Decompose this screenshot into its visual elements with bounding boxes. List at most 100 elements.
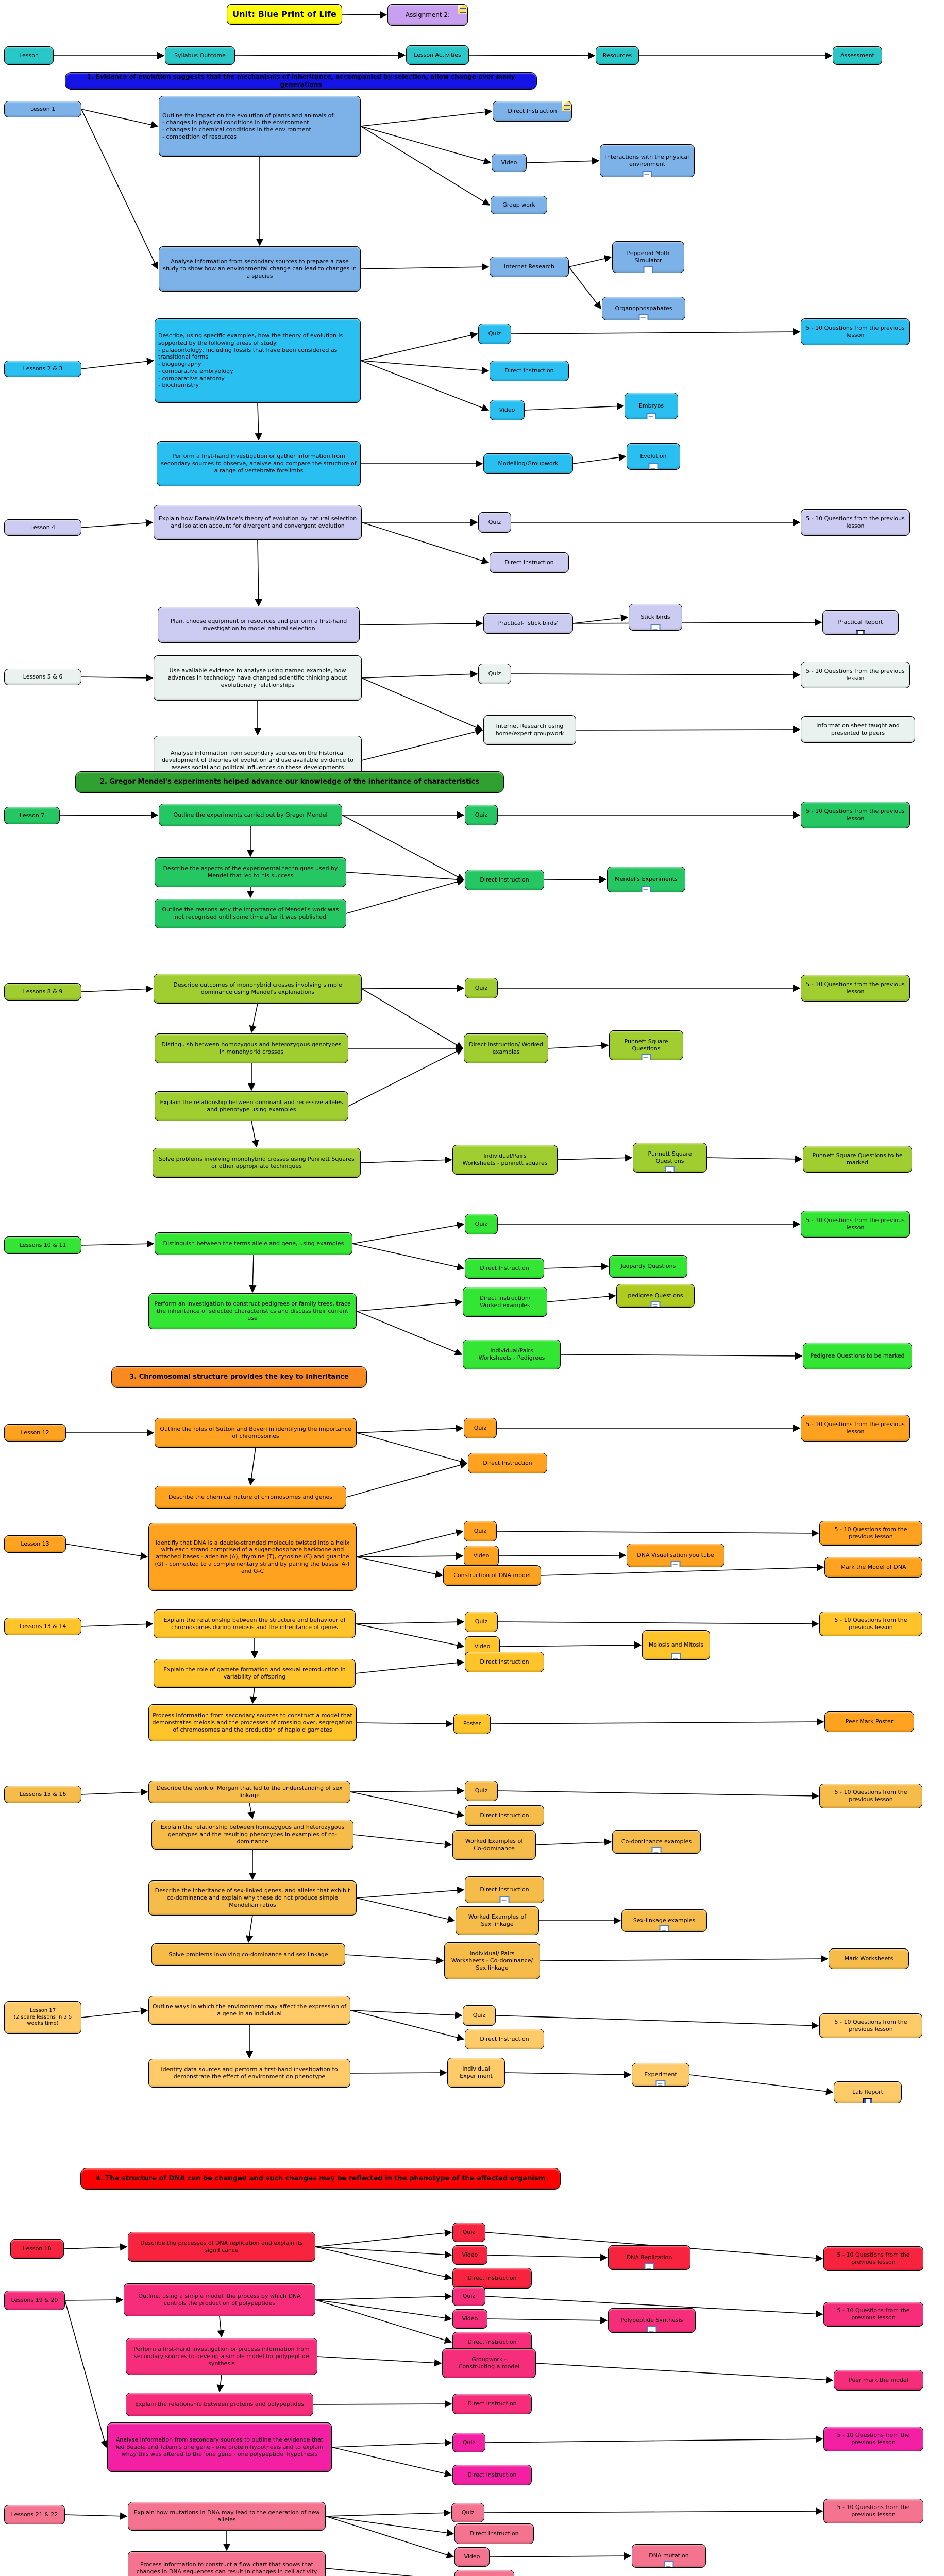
l18-dna-replication[interactable]: Describe the processes of DNA replicatio… — [128, 2232, 315, 2262]
l1-group-work[interactable]: Group work — [491, 196, 547, 214]
l15-sex-linkage-examples[interactable]: Sex-linkage examples — [621, 1909, 707, 1932]
l17-experiment[interactable]: Experiment — [632, 2063, 689, 2087]
l14-meiosis-mitosis[interactable]: Meiosis and Mitosis — [642, 1630, 710, 1660]
top-assessment[interactable]: Assessment — [833, 46, 882, 65]
assignment-2[interactable]: Assignment 2: — [387, 4, 468, 26]
l21-group-work[interactable]: Group Work — [454, 2570, 514, 2576]
l89-worksheets[interactable]: Individual/Pairs Worksheets - punnett sq… — [452, 1145, 558, 1175]
l89-quiz[interactable]: Quiz — [465, 978, 498, 998]
l19-polypeptides-model[interactable]: Outline, using a simple model, the proce… — [124, 2283, 315, 2316]
lessons-13-14[interactable]: Lessons 13 & 14 — [4, 1618, 81, 1635]
l7-quiz[interactable]: Quiz — [465, 805, 498, 825]
beadle-direct-instruction[interactable]: Direct Instruction — [452, 2465, 532, 2485]
l4-stick-birds[interactable]: Stick birds — [629, 604, 682, 631]
beadle-quiz[interactable]: Quiz — [452, 2433, 485, 2452]
lessons-10-11[interactable]: Lessons 10 & 11 — [4, 1236, 81, 1254]
l23-embryos[interactable]: Embryos — [625, 393, 678, 419]
l18-5-10-questions[interactable]: 5 - 10 Questions from the previous lesso… — [823, 2246, 923, 2271]
l14-peer-mark-poster[interactable]: Peer Mark Poster — [824, 1711, 914, 1732]
l1-interactions[interactable]: Interactions with the physical environme… — [600, 144, 695, 177]
section4-bar[interactable]: 4. The structure of DNA can be changed a… — [80, 2168, 561, 2190]
lessons-21-22[interactable]: Lessons 21 & 22 — [4, 2505, 65, 2524]
l15-direct-instruction-2[interactable]: Direct Instruction — [465, 1876, 544, 1903]
l10-pedigree-questions[interactable]: pedigree Questions — [616, 1284, 695, 1308]
l12-chemical-nature[interactable]: Describe the chemical nature of chromoso… — [155, 1486, 346, 1509]
l1-peppered-moth[interactable]: Peppered Moth Simulator — [612, 241, 684, 273]
beadle-5-10-questions[interactable]: 5 - 10 Questions from the previous lesso… — [823, 2427, 923, 2451]
l15-morgan[interactable]: Describe the work of Morgan that led to … — [148, 1781, 350, 1803]
l89-monohybrid-outcomes[interactable]: Describe outcomes of monohybrid crosses … — [154, 974, 362, 1004]
l4-practical-report[interactable]: Practical Report — [822, 610, 899, 635]
l17-individual-experiment[interactable]: Individual Experiment — [447, 2058, 505, 2088]
l23-quiz[interactable]: Quiz — [478, 324, 511, 344]
l15-worked-codominance[interactable]: Worked Examples of Co-dominance — [452, 1830, 536, 1860]
l12-quiz[interactable]: Quiz — [464, 1418, 497, 1438]
section3-bar[interactable]: 3. Chromosomal structure provides the ke… — [111, 1366, 367, 1388]
l19-video[interactable]: Video — [452, 2309, 487, 2329]
l23-describe-evidence[interactable]: Describe, using specific examples, how t… — [155, 318, 361, 403]
l21-direct-instruction[interactable]: Direct Instruction — [454, 2523, 534, 2544]
l4-practical-stick-birds[interactable]: Practical- 'stick birds' — [483, 613, 573, 634]
lesson-12[interactable]: Lesson 12 — [4, 1424, 66, 1442]
l89-direct-instruction[interactable]: Direct Instruction/ Worked examples — [464, 1033, 548, 1063]
top-resources[interactable]: Resources — [596, 46, 639, 65]
l89-punnett-questions-1[interactable]: Punnett Square Questions — [609, 1030, 683, 1060]
l1-organophospahates[interactable]: Organophospahates — [602, 297, 685, 320]
l15-direct-instruction[interactable]: Direct Instruction — [465, 1805, 544, 1826]
l21-mutations[interactable]: Explain how mutations in DNA may lead to… — [128, 2502, 326, 2531]
lesson-17[interactable]: Lesson 17 (2 spare lessons in 2.5 weeks … — [4, 2001, 81, 2034]
l23-5-10-questions[interactable]: 5 - 10 Questions from the previous lesso… — [801, 318, 910, 345]
l10-quiz[interactable]: Quiz — [465, 1214, 498, 1234]
unit-title[interactable]: Unit: Blue Print of Life — [227, 4, 342, 25]
l4-5-10-questions[interactable]: 5 - 10 Questions from the previous lesso… — [801, 509, 910, 536]
l21-5-10-questions[interactable]: 5 - 10 Questions from the previous lesso… — [823, 2499, 923, 2523]
l14-meiosis-model[interactable]: Process information from secondary sourc… — [148, 1704, 357, 1741]
l17-5-10-questions[interactable]: 5 - 10 Questions from the previous lesso… — [819, 2013, 922, 2038]
l15-worked-sex-linkage[interactable]: Worked Examples of Sex linkage — [456, 1906, 539, 1935]
l23-modelling-groupwork[interactable]: Modelling/Groupwork — [483, 453, 573, 474]
l12-sutton-boveri[interactable]: Outline the roles of Sutton and Boveri i… — [155, 1418, 357, 1448]
lesson-18[interactable]: Lesson 18 — [10, 2239, 64, 2259]
top-syllabus-outcome[interactable]: Syllabus Outcome — [165, 46, 235, 65]
lesson-1[interactable]: Lesson 1 — [4, 101, 81, 117]
l13-construction-model[interactable]: Construction of DNA model — [443, 1565, 541, 1586]
l89-distinguish-genotypes[interactable]: Distinguish between homozygous and heter… — [155, 1033, 348, 1063]
l4-plan-investigation[interactable]: Plan, choose equipment or resources and … — [158, 607, 360, 643]
l18-dna-replication-doc[interactable]: DNA Replication — [608, 2245, 690, 2270]
l7-5-10-questions[interactable]: 5 - 10 Questions from the previous lesso… — [801, 802, 910, 828]
l4-darwin-wallace[interactable]: Explain how Darwin/Wallace's theory of e… — [154, 505, 362, 540]
l15-mark-worksheets[interactable]: Mark Worksheets — [829, 1948, 909, 1969]
lessons-15-16[interactable]: Lessons 15 & 16 — [4, 1786, 81, 1803]
section1-bar[interactable]: 1. Evidence of evolution suggests that t… — [65, 72, 537, 90]
l13-quiz[interactable]: Quiz — [464, 1521, 497, 1541]
lesson-4[interactable]: Lesson 4 — [4, 519, 81, 536]
l7-outline-experiments[interactable]: Outline the experiments carried out by G… — [159, 804, 342, 826]
l15-worksheets[interactable]: Individual/ Pairs Worksheets - Co-domina… — [444, 1942, 540, 1979]
l14-meiosis-chromosomes[interactable]: Explain the relationship between the str… — [154, 1609, 356, 1638]
l7-describe-techniques[interactable]: Describe the aspects of the experimental… — [155, 857, 346, 887]
l15-5-10-questions[interactable]: 5 - 10 Questions from the previous lesso… — [819, 1784, 922, 1808]
l13-5-10-questions[interactable]: 5 - 10 Questions from the previous lesso… — [819, 1521, 922, 1546]
l23-evolution[interactable]: Evolution — [627, 443, 680, 470]
top-lesson[interactable]: Lesson — [4, 46, 54, 65]
l23-forelimbs[interactable]: Perform a first-hand investigation or ga… — [157, 441, 361, 486]
l17-quiz[interactable]: Quiz — [463, 2005, 496, 2026]
l12-5-10-questions[interactable]: 5 - 10 Questions from the previous lesso… — [801, 1415, 910, 1442]
l19-direct-instruction-2[interactable]: Direct Instruction — [452, 2394, 532, 2414]
l1-outline-impact[interactable]: Outline the impact on the evolution of p… — [159, 96, 361, 157]
l18-direct-instruction[interactable]: Direct Instruction — [452, 2268, 532, 2289]
l10-worksheets-pedigrees[interactable]: Individual/Pairs Worksheets - Pedigrees — [463, 1340, 561, 1369]
l56-5-10-questions[interactable]: 5 - 10 Questions from the previous lesso… — [801, 662, 910, 688]
l10-direct-instruction[interactable]: Direct Instruction — [465, 1258, 544, 1279]
l12-direct-instruction[interactable]: Direct Instruction — [468, 1453, 547, 1473]
l18-video[interactable]: Video — [452, 2245, 487, 2265]
l15-solve-problems[interactable]: Solve problems involving co-dominance an… — [151, 1943, 345, 1966]
l7-outline-reasons[interactable]: Outline the reasons why the importance o… — [155, 899, 346, 928]
l1-video[interactable]: Video — [492, 154, 527, 172]
l89-dominant-recessive[interactable]: Explain the relationship between dominan… — [155, 1091, 348, 1121]
l21-video[interactable]: Video — [454, 2547, 490, 2567]
l17-identify-data[interactable]: Identify data sources and perform a firs… — [148, 2059, 350, 2088]
l17-environment-gene[interactable]: Outline ways in which the environment ma… — [148, 1996, 350, 2025]
l89-5-10-questions[interactable]: 5 - 10 Questions from the previous lesso… — [801, 975, 910, 1002]
beadle-tatum[interactable]: Analyse information from secondary sourc… — [107, 2422, 332, 2472]
